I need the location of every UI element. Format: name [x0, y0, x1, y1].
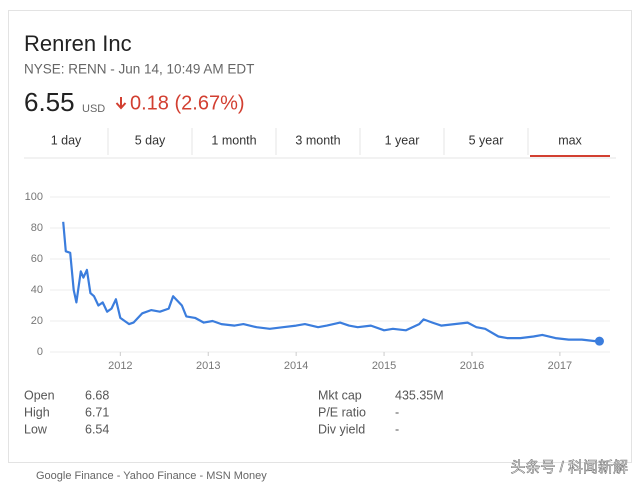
stat-value: 6.54: [85, 422, 109, 436]
x-tick-label: 2015: [372, 360, 396, 372]
y-tick-label: 100: [25, 191, 43, 203]
last-point: [594, 336, 604, 346]
y-tick-label: 60: [31, 253, 43, 265]
y-tick-label: 0: [37, 346, 43, 358]
stat-label: Div yield: [318, 422, 365, 436]
tab[interactable]: 5 year: [469, 133, 504, 147]
stat-value: 6.71: [85, 405, 109, 419]
tab[interactable]: max: [558, 133, 582, 147]
card: [8, 10, 632, 463]
subtitle: NYSE: RENN - Jun 14, 10:49 AM EDT: [24, 62, 254, 77]
stat-label: Mkt cap: [318, 388, 362, 402]
tab[interactable]: 3 month: [295, 133, 340, 147]
watermark: 头条号 / 科闻新解: [510, 459, 628, 476]
x-tick-label: 2017: [548, 360, 572, 372]
stat-value: 6.68: [85, 388, 109, 402]
stat-label: Open: [24, 388, 55, 402]
price-line: [62, 221, 600, 343]
stat-value: -: [395, 405, 399, 419]
x-tick-label: 2016: [460, 360, 484, 372]
title: Renren Inc: [24, 31, 132, 56]
tab[interactable]: 1 year: [385, 133, 420, 147]
stat-label: Low: [24, 422, 48, 436]
x-tick-label: 2014: [284, 360, 308, 372]
stat-value: -: [395, 422, 399, 436]
x-tick-label: 2013: [196, 360, 220, 372]
price: 6.55: [24, 87, 75, 117]
tab[interactable]: 5 day: [135, 133, 166, 147]
y-tick-label: 40: [31, 284, 43, 296]
y-tick-label: 20: [31, 315, 43, 327]
footer: Google Finance - Yahoo Finance - MSN Mon…: [36, 470, 267, 482]
currency: USD: [82, 103, 105, 115]
stat-value: 435.35M: [395, 388, 444, 402]
y-tick-label: 80: [31, 222, 43, 234]
change: 0.18 (2.67%): [130, 92, 245, 114]
tab[interactable]: 1 month: [211, 133, 256, 147]
down-arrow: [115, 97, 127, 110]
tab[interactable]: 1 day: [51, 133, 82, 147]
stat-label: P/E ratio: [318, 405, 366, 419]
stat-label: High: [24, 405, 50, 419]
x-tick-label: 2012: [108, 360, 132, 372]
